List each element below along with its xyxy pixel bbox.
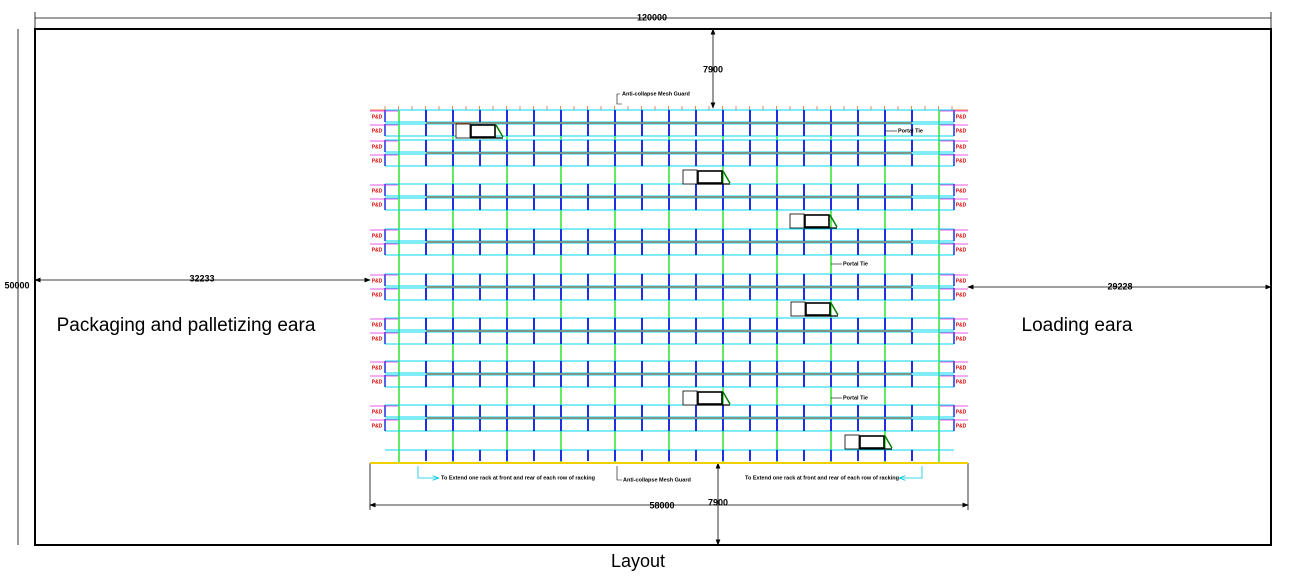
pd-label: P&D xyxy=(372,278,383,284)
mesh-guard xyxy=(370,462,968,464)
area-label: Loading eara xyxy=(1022,315,1133,336)
pd-label: P&D xyxy=(956,188,967,194)
dimension-label: 58000 xyxy=(649,500,674,510)
crane-body xyxy=(682,169,698,185)
pd-label: P&D xyxy=(956,409,967,415)
pd-label: P&D xyxy=(956,322,967,328)
pd-label: P&D xyxy=(372,379,383,385)
crane-mast xyxy=(859,435,885,449)
pd-label: P&D xyxy=(372,158,383,164)
dimension-label: 120000 xyxy=(637,12,667,22)
pd-label: P&D xyxy=(372,188,383,194)
pd-label: P&D xyxy=(956,233,967,239)
crane-mast xyxy=(805,302,831,316)
leader-line xyxy=(616,466,622,481)
pd-label: P&D xyxy=(956,158,967,164)
dimension-label: 7900 xyxy=(703,64,723,74)
annotation: To Extend one rack at front and rear of … xyxy=(745,475,899,481)
dimension-label: 32233 xyxy=(189,273,214,283)
pd-label: P&D xyxy=(372,128,383,134)
pd-label: P&D xyxy=(372,365,383,371)
crane-mast xyxy=(470,124,496,138)
pd-label: P&D xyxy=(372,233,383,239)
annotation: Anti-collapse Mesh Guard xyxy=(623,477,691,483)
crane-mast xyxy=(697,391,723,405)
pd-label: P&D xyxy=(372,292,383,298)
pd-label: P&D xyxy=(372,202,383,208)
crane-fork xyxy=(829,214,838,228)
crane-fork xyxy=(830,302,839,316)
crane-fork xyxy=(884,435,893,449)
dimension-label: 29228 xyxy=(1107,281,1132,291)
annotation: Portal Tie xyxy=(898,128,923,134)
rack-area: P&D P&D P&D P&D P&D P&D P&D P&D P&D P&D P&D P&D P&D P… xyxy=(370,106,968,464)
crane-body xyxy=(682,390,698,406)
pd-label: P&D xyxy=(372,247,383,253)
pd-label: P&D xyxy=(956,202,967,208)
pd-label: P&D xyxy=(956,365,967,371)
crane-fork xyxy=(722,170,731,184)
dimension-label: 7900 xyxy=(708,497,728,507)
crane-fork xyxy=(495,124,504,138)
pd-label: P&D xyxy=(956,247,967,253)
crane-body xyxy=(789,213,805,229)
crane-fork xyxy=(722,391,731,405)
pd-label: P&D xyxy=(956,379,967,385)
pd-label: P&D xyxy=(372,423,383,429)
pd-label: P&D xyxy=(956,336,967,342)
pd-label: P&D xyxy=(372,144,383,150)
pd-label: P&D xyxy=(956,423,967,429)
crane-mast xyxy=(804,214,830,228)
annotation: Anti-collapse Mesh Guard xyxy=(622,91,690,97)
crane-body xyxy=(844,434,860,450)
pd-label: P&D xyxy=(956,114,967,120)
annotation: Portal Tie xyxy=(843,261,868,267)
pd-label: P&D xyxy=(956,278,967,284)
pd-label: P&D xyxy=(372,114,383,120)
pd-label: P&D xyxy=(372,322,383,328)
crane-body xyxy=(455,123,471,139)
area-label: Packaging and palletizing eara xyxy=(57,315,316,336)
crane-mast xyxy=(697,170,723,184)
annotation: To Extend one rack at front and rear of … xyxy=(441,475,595,481)
leader-arrow xyxy=(900,466,923,478)
pd-label: P&D xyxy=(956,144,967,150)
dimension-label: 50000 xyxy=(4,280,29,290)
annotation: Portal Tie xyxy=(843,395,868,401)
pd-label: P&D xyxy=(372,409,383,415)
pd-label: P&D xyxy=(372,336,383,342)
leader-arrow xyxy=(417,466,438,478)
crane-body xyxy=(790,301,806,317)
leader-line xyxy=(616,93,622,105)
pd-label: P&D xyxy=(956,292,967,298)
caption: Layout xyxy=(611,551,665,571)
pd-label: P&D xyxy=(956,128,967,134)
